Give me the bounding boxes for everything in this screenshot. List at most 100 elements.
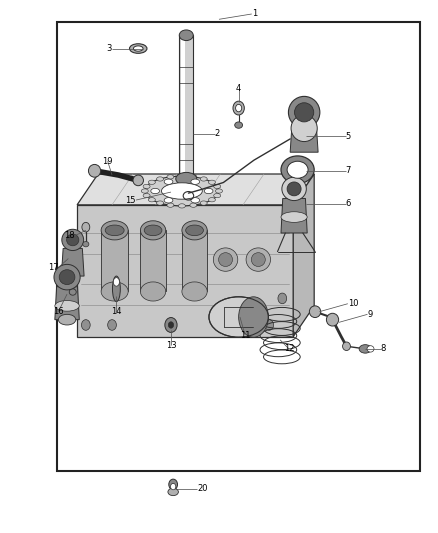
Ellipse shape — [190, 203, 197, 207]
Ellipse shape — [309, 306, 321, 318]
Bar — [224, 307, 254, 327]
Ellipse shape — [287, 161, 308, 178]
Ellipse shape — [134, 46, 143, 51]
Polygon shape — [293, 174, 314, 337]
Ellipse shape — [59, 270, 75, 285]
Ellipse shape — [239, 297, 268, 337]
Ellipse shape — [288, 96, 320, 128]
Ellipse shape — [359, 345, 371, 353]
Ellipse shape — [182, 282, 207, 301]
Bar — [57, 22, 420, 471]
Ellipse shape — [151, 188, 159, 193]
Ellipse shape — [133, 175, 144, 185]
Ellipse shape — [328, 316, 336, 324]
Ellipse shape — [69, 289, 76, 295]
Ellipse shape — [164, 179, 173, 184]
Text: 2: 2 — [215, 129, 220, 138]
Ellipse shape — [105, 225, 124, 236]
Ellipse shape — [233, 101, 244, 115]
Ellipse shape — [176, 172, 197, 185]
Ellipse shape — [67, 272, 79, 282]
Ellipse shape — [148, 198, 155, 202]
Text: 10: 10 — [348, 299, 358, 308]
Text: 8: 8 — [381, 344, 386, 353]
Polygon shape — [182, 230, 207, 292]
Ellipse shape — [156, 177, 163, 181]
Polygon shape — [61, 248, 84, 276]
Polygon shape — [141, 230, 166, 292]
Ellipse shape — [143, 193, 150, 198]
Ellipse shape — [251, 253, 265, 266]
Text: 1: 1 — [252, 10, 257, 19]
Ellipse shape — [143, 184, 150, 189]
Ellipse shape — [191, 179, 200, 184]
Ellipse shape — [81, 320, 90, 330]
Ellipse shape — [235, 122, 243, 128]
Ellipse shape — [282, 177, 306, 200]
Text: 4: 4 — [236, 84, 241, 93]
Ellipse shape — [200, 177, 207, 181]
Ellipse shape — [67, 234, 79, 246]
Ellipse shape — [88, 165, 101, 177]
Ellipse shape — [208, 198, 215, 202]
Text: 14: 14 — [111, 307, 122, 316]
Ellipse shape — [209, 297, 268, 337]
Polygon shape — [77, 205, 293, 337]
Ellipse shape — [213, 248, 238, 271]
Polygon shape — [281, 198, 307, 233]
Ellipse shape — [246, 248, 271, 271]
Ellipse shape — [236, 104, 242, 112]
Text: 3: 3 — [107, 44, 112, 53]
Ellipse shape — [215, 189, 223, 193]
Ellipse shape — [178, 204, 185, 208]
Ellipse shape — [182, 221, 207, 240]
Ellipse shape — [165, 318, 177, 333]
Ellipse shape — [186, 225, 203, 236]
Ellipse shape — [343, 342, 350, 351]
Ellipse shape — [326, 313, 339, 326]
Ellipse shape — [265, 320, 274, 330]
Ellipse shape — [141, 221, 166, 240]
Ellipse shape — [239, 320, 247, 330]
Polygon shape — [77, 174, 314, 205]
Ellipse shape — [214, 184, 221, 189]
Ellipse shape — [167, 175, 174, 179]
Ellipse shape — [190, 175, 197, 179]
Ellipse shape — [281, 156, 314, 183]
Polygon shape — [101, 230, 128, 292]
Text: 18: 18 — [64, 231, 75, 240]
Ellipse shape — [101, 221, 128, 240]
Ellipse shape — [113, 276, 120, 302]
Ellipse shape — [144, 225, 162, 236]
Ellipse shape — [208, 180, 215, 184]
Text: 11: 11 — [240, 331, 251, 340]
Ellipse shape — [55, 301, 79, 311]
Ellipse shape — [214, 193, 221, 198]
Text: 13: 13 — [166, 341, 176, 350]
Ellipse shape — [191, 198, 200, 203]
Ellipse shape — [130, 44, 147, 53]
Bar — [181, 35, 185, 179]
Text: 16: 16 — [53, 307, 64, 316]
Ellipse shape — [82, 222, 90, 232]
Text: 20: 20 — [197, 484, 208, 493]
Ellipse shape — [148, 180, 155, 184]
Ellipse shape — [101, 282, 128, 301]
Ellipse shape — [200, 201, 207, 205]
Ellipse shape — [278, 293, 287, 304]
Ellipse shape — [281, 212, 307, 222]
Ellipse shape — [62, 229, 84, 251]
Text: 5: 5 — [346, 132, 351, 141]
Polygon shape — [290, 126, 318, 152]
Ellipse shape — [164, 198, 173, 203]
Ellipse shape — [294, 103, 314, 122]
Ellipse shape — [179, 30, 193, 41]
Ellipse shape — [54, 264, 80, 290]
Ellipse shape — [108, 320, 117, 330]
Ellipse shape — [204, 188, 213, 193]
Ellipse shape — [145, 176, 219, 206]
Ellipse shape — [162, 183, 202, 199]
Text: 12: 12 — [284, 344, 294, 353]
Text: 7: 7 — [346, 166, 351, 175]
Ellipse shape — [219, 253, 233, 266]
